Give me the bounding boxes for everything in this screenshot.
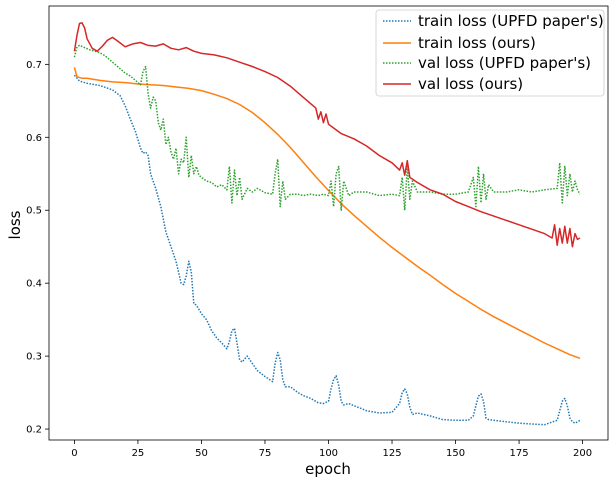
plot-lines xyxy=(73,22,581,426)
y-tick-label: 0.3 xyxy=(26,352,42,363)
x-tick-label: 200 xyxy=(573,448,592,459)
y-tick-label: 0.5 xyxy=(26,206,42,217)
legend-label-val-upfd: val loss (UPFD paper's) xyxy=(418,54,591,72)
y-tick-label: 0.2 xyxy=(26,425,42,436)
legend-label-train-ours: train loss (ours) xyxy=(418,34,536,52)
x-axis-label: epoch xyxy=(305,460,351,478)
legend-label-val-ours: val loss (ours) xyxy=(418,75,523,93)
x-tick-label: 25 xyxy=(132,448,145,459)
x-axis: 0 25 50 75 100 125 150 175 200 xyxy=(71,440,592,459)
y-axis-label: loss xyxy=(6,210,24,239)
series-line-0 xyxy=(73,74,581,426)
x-tick-label: 50 xyxy=(195,448,208,459)
x-tick-label: 175 xyxy=(510,448,529,459)
x-tick-label: 150 xyxy=(446,448,465,459)
y-tick-label: 0.6 xyxy=(26,133,42,144)
x-tick-label: 100 xyxy=(319,448,338,459)
x-tick-label: 0 xyxy=(71,448,77,459)
series-line-1 xyxy=(73,67,581,360)
legend-box xyxy=(375,9,605,97)
legend: train loss (UPFD paper's) train loss (ou… xyxy=(375,9,605,97)
y-axis: 0.2 0.3 0.4 0.5 0.6 0.7 xyxy=(26,60,49,436)
x-tick-label: 75 xyxy=(259,448,272,459)
x-tick-label: 125 xyxy=(382,448,401,459)
legend-label-train-upfd: train loss (UPFD paper's) xyxy=(418,12,604,30)
series-line-3 xyxy=(73,22,581,248)
y-tick-label: 0.4 xyxy=(26,279,42,290)
y-tick-label: 0.7 xyxy=(26,60,42,71)
